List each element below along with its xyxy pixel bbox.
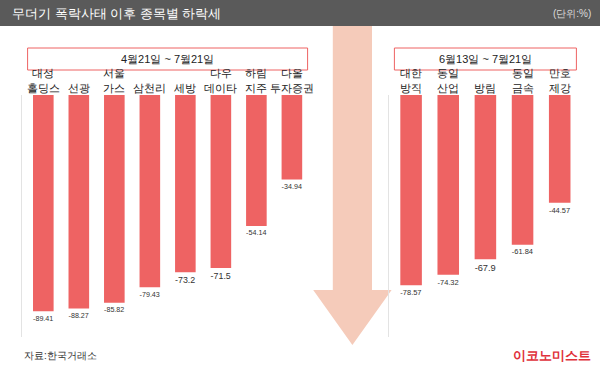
svg-text:선광: 선광 — [68, 82, 90, 94]
svg-text:하림지주: 하림지주 — [245, 68, 267, 94]
svg-text:다올투자증권: 다올투자증권 — [270, 68, 314, 94]
svg-text:-78.57: -78.57 — [400, 288, 421, 297]
svg-text:만호제강: 만호제강 — [549, 68, 571, 94]
svg-text:서울가스: 서울가스 — [103, 68, 125, 94]
svg-text:무더기 폭락사태 이후 종목별 하락세: 무더기 폭락사태 이후 종목별 하락세 — [12, 6, 221, 21]
svg-text:-73.2: -73.2 — [175, 275, 195, 285]
svg-text:-79.43: -79.43 — [140, 291, 160, 299]
svg-text:-89.41: -89.41 — [33, 315, 53, 323]
svg-text:대한방직: 대한방직 — [400, 68, 422, 94]
svg-text:-54.14: -54.14 — [246, 229, 266, 237]
svg-text:-44.57: -44.57 — [549, 206, 570, 215]
svg-text:동일금속: 동일금속 — [512, 68, 534, 94]
svg-text:다우데이타: 다우데이타 — [204, 68, 237, 94]
svg-text:-88.27: -88.27 — [69, 312, 89, 320]
svg-text:(단위:%): (단위:%) — [553, 8, 591, 19]
svg-text:-74.32: -74.32 — [437, 278, 458, 287]
svg-text:6월13일 ~ 7월21일: 6월13일 ~ 7월21일 — [439, 53, 532, 65]
svg-text:삼천리: 삼천리 — [133, 82, 166, 94]
svg-text:세방: 세방 — [174, 82, 196, 94]
svg-text:-34.94: -34.94 — [282, 183, 302, 191]
svg-text:이코노미스트: 이코노미스트 — [513, 348, 591, 363]
svg-text:-85.82: -85.82 — [104, 306, 124, 314]
svg-text:-67.9: -67.9 — [475, 263, 496, 273]
svg-text:-71.5: -71.5 — [211, 271, 231, 281]
svg-text:자료:한국거래소: 자료:한국거래소 — [24, 350, 97, 361]
svg-text:4월21일 ~ 7월21일: 4월21일 ~ 7월21일 — [121, 53, 214, 65]
svg-text:-61.84: -61.84 — [512, 247, 533, 256]
svg-text:대성홀딩스: 대성홀딩스 — [27, 68, 60, 94]
svg-text:동일산업: 동일산업 — [437, 68, 459, 94]
svg-text:방림: 방림 — [474, 82, 496, 94]
